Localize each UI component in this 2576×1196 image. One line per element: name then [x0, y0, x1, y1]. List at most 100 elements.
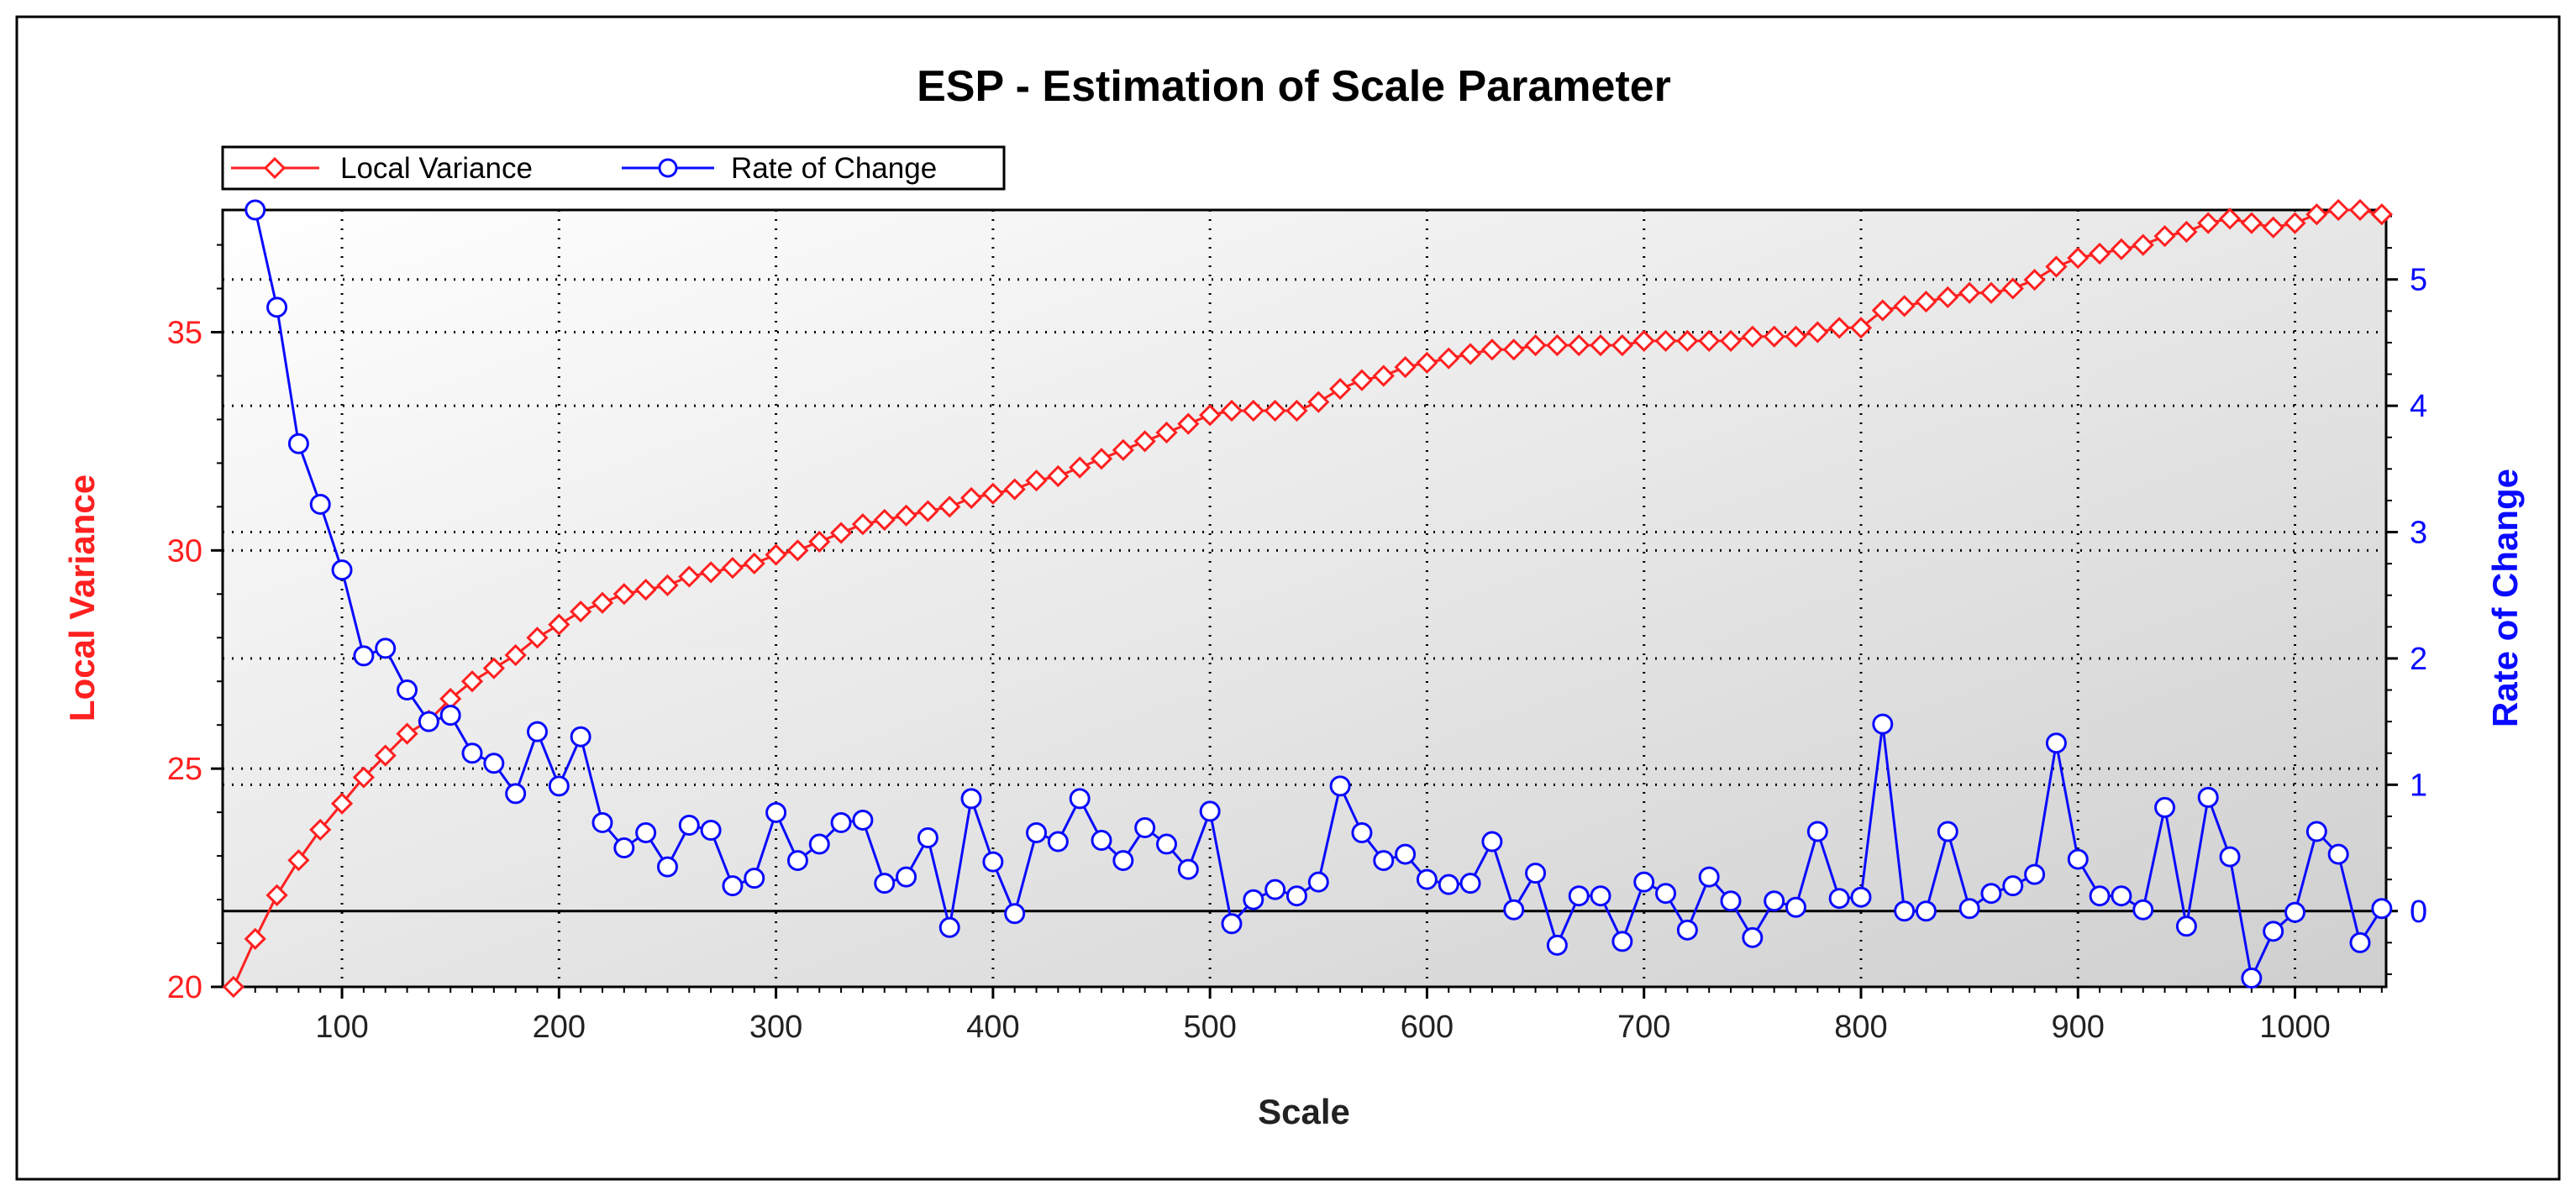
local-variance-point [1632, 329, 1655, 353]
local-variance-point [2305, 203, 2328, 226]
rate-of-change-point [418, 711, 439, 732]
x-tick-label: 700 [1617, 1010, 1670, 1045]
rate-of-change-point [461, 742, 483, 764]
rate-of-change-point [1655, 883, 1677, 905]
local-variance-point [330, 792, 354, 815]
rate-of-change-point [1872, 713, 1894, 735]
rate-of-change-point [1134, 816, 1156, 838]
rate-of-change-point [1243, 889, 1264, 910]
local-variance-point [1741, 325, 1764, 348]
rate-of-change-point [1459, 873, 1481, 894]
local-variance-point [1958, 281, 1981, 304]
rate-of-change-point [548, 775, 570, 797]
local-variance-point [917, 500, 939, 522]
local-variance-point [1871, 299, 1894, 322]
local-variance-line [232, 208, 2383, 988]
rate-of-change-point [678, 814, 700, 836]
rate-of-change-point [786, 850, 808, 872]
local-variance-point [2175, 220, 2198, 244]
local-variance-point [2110, 238, 2133, 260]
y-left-tick-label: 30 [167, 533, 202, 569]
x-tick-label: 400 [966, 1010, 1019, 1045]
rate-of-change-point [656, 856, 678, 878]
local-variance-point [2370, 203, 2393, 226]
rate-of-change-point [2349, 931, 2371, 953]
left-y-axis: 20 25 30 35 [167, 244, 223, 1005]
rate-of-change-point [1091, 830, 1112, 852]
rate-of-change-point [1481, 831, 1503, 852]
rate-of-change-point [2219, 846, 2241, 868]
local-variance-point [1502, 338, 1525, 361]
rate-of-change-point [1915, 900, 1937, 922]
local-variance-point [287, 849, 310, 872]
rate-of-change-point [375, 637, 397, 659]
local-variance-point [1069, 456, 1091, 479]
local-variance-point [1438, 347, 1460, 370]
rate-of-change-point [353, 645, 375, 667]
local-variance-point [1524, 333, 1547, 357]
rate-of-change-point [570, 726, 591, 748]
local-variance-point [1350, 369, 1374, 391]
local-variance-point [1285, 399, 1308, 422]
x-tick-label: 200 [533, 1010, 586, 1045]
rate-of-change-point [1285, 885, 1307, 907]
rate-of-change-point [938, 916, 960, 938]
local-variance-point [2067, 247, 2090, 270]
rate-of-change-point [852, 809, 874, 831]
rate-of-change-point [2284, 901, 2306, 923]
rate-of-change-point [744, 868, 765, 889]
rate-of-change-point [874, 873, 896, 894]
rate-of-change-point [1806, 821, 1828, 842]
local-variance-point [1090, 448, 1113, 470]
local-variance-point [743, 552, 765, 575]
rate-of-change-point [287, 433, 309, 454]
series-layer [222, 198, 2393, 999]
right-axis-title: Rate of Change [2485, 469, 2525, 727]
local-variance-point [786, 539, 809, 562]
left-axis-title: Local Variance [62, 475, 102, 721]
rate-of-change-point [1373, 850, 1395, 872]
y-right-tick-label: 2 [2410, 642, 2427, 677]
rate-of-change-point [896, 866, 917, 888]
local-variance-point [526, 627, 549, 649]
local-variance-point [1849, 317, 1873, 339]
rate-of-change-point [1546, 934, 1568, 956]
rate-of-change-point [1069, 788, 1091, 810]
local-variance-point [1047, 464, 1070, 488]
rate-of-change-point [2197, 786, 2219, 808]
local-variance-point [851, 513, 875, 536]
rate-of-change-point [917, 827, 938, 849]
local-variance-point [1611, 333, 1633, 357]
local-variance-point [765, 543, 787, 566]
local-variance-point [2284, 212, 2306, 234]
local-variance-point [591, 591, 614, 614]
local-variance-point [1698, 329, 1721, 353]
rate-of-change-point [1329, 775, 1351, 797]
rate-of-change-point [2089, 885, 2111, 907]
local-variance-point [1828, 317, 1851, 339]
rate-of-change-point [1525, 863, 1547, 884]
rate-of-change-point [2132, 899, 2154, 921]
chart-title: ESP - Estimation of Scale Parameter [917, 62, 1671, 111]
local-variance-point [721, 557, 744, 580]
rate-of-change-point [1894, 900, 1916, 922]
rate-of-change-point [982, 851, 1004, 873]
rate-of-change-point [2371, 898, 2393, 920]
rate-of-change-point [808, 833, 830, 855]
rate-of-change-point [765, 801, 787, 823]
rate-of-change-point [2067, 848, 2089, 870]
local-variance-point [222, 975, 245, 999]
rate-of-change-point [1004, 903, 1026, 925]
rate-of-change-point [1047, 831, 1069, 852]
rate-of-change-point [2024, 863, 2046, 885]
rate-of-change-point [483, 753, 505, 774]
local-variance-point [1915, 291, 1937, 313]
local-variance-point [482, 657, 505, 679]
rate-of-change-point [613, 837, 635, 859]
local-variance-point [2023, 269, 2046, 291]
local-variance-point [1785, 325, 1807, 348]
x-tick-label: 300 [749, 1010, 802, 1045]
local-variance-point [1264, 399, 1286, 422]
rate-of-change-point [439, 705, 461, 727]
